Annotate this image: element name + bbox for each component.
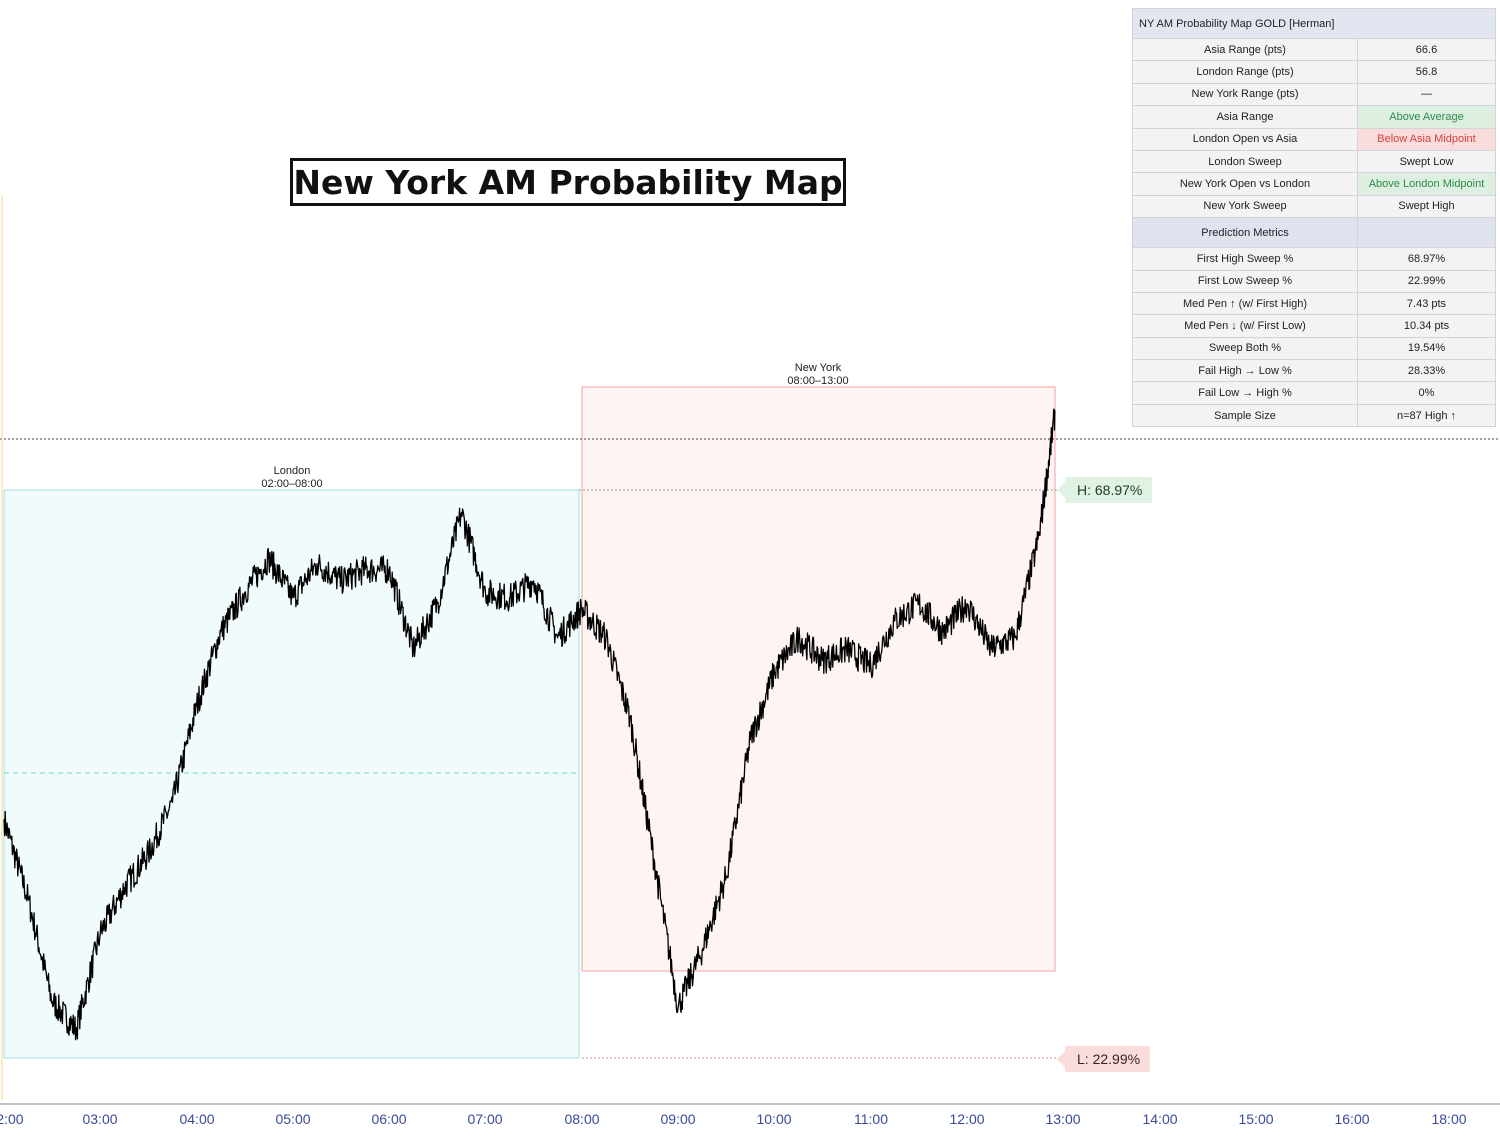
metric-label: Sample Size bbox=[1132, 403, 1358, 428]
london-session-hours: 02:00–08:00 bbox=[261, 478, 323, 490]
x-tick: 15:00 bbox=[1238, 1111, 1274, 1127]
x-tick: 03:00 bbox=[82, 1111, 118, 1127]
table-row: London Sweep Swept Low bbox=[1132, 149, 1496, 174]
table-row: London Range (pts) 56.8 bbox=[1132, 60, 1496, 84]
table-row: New York Open vs London Above London Mid… bbox=[1132, 172, 1496, 196]
new-york-session-name: New York bbox=[794, 362, 842, 374]
new-york-session-hours: 08:00–13:00 bbox=[787, 375, 849, 387]
x-tick: 06:00 bbox=[371, 1111, 407, 1127]
low-probability-tag: L: 22.99% bbox=[1056, 1046, 1151, 1072]
stats-panel: NY AM Probability Map GOLD [Herman] Asia… bbox=[1132, 8, 1496, 428]
row-label: New York Range (pts) bbox=[1132, 82, 1358, 107]
metric-value: 22.99% bbox=[1357, 269, 1496, 293]
status-badge: Above Average bbox=[1357, 105, 1496, 129]
row-label: London Open vs Asia bbox=[1132, 127, 1358, 151]
table-row: Fail High → Low % 28.33% bbox=[1132, 359, 1496, 383]
table-row: Asia Range (pts) 66.6 bbox=[1132, 37, 1496, 62]
x-tick: 07:00 bbox=[467, 1111, 503, 1127]
row-label: Asia Range bbox=[1132, 105, 1358, 129]
table-row: New York Range (pts) — bbox=[1132, 82, 1496, 107]
status-badge: Below Asia Midpoint bbox=[1357, 127, 1496, 151]
metric-label: Sweep Both % bbox=[1132, 336, 1358, 361]
metric-label: First High Sweep % bbox=[1132, 247, 1358, 271]
x-tick: 18:00 bbox=[1431, 1111, 1467, 1127]
london-session-label: London 02:00–08:00 bbox=[261, 465, 322, 491]
chart-title: New York AM Probability Map bbox=[290, 158, 846, 206]
x-tick: 14:00 bbox=[1142, 1111, 1178, 1127]
panel-header-row: NY AM Probability Map GOLD [Herman] bbox=[1132, 8, 1496, 39]
metric-value: 10.34 pts bbox=[1357, 314, 1496, 338]
metric-value: 7.43 pts bbox=[1357, 291, 1496, 316]
metric-label: Fail Low → High % bbox=[1132, 381, 1358, 405]
table-row: Med Pen ↑ (w/ First High) 7.43 pts bbox=[1132, 291, 1496, 316]
x-tick: 16:00 bbox=[1334, 1111, 1370, 1127]
metric-value: 28.33% bbox=[1357, 359, 1496, 383]
row-value: Swept High bbox=[1357, 194, 1496, 219]
x-tick: 13:00 bbox=[1045, 1111, 1081, 1127]
row-label: London Range (pts) bbox=[1132, 60, 1358, 84]
table-row: New York Sweep Swept High bbox=[1132, 194, 1496, 219]
row-value: 56.8 bbox=[1357, 60, 1496, 84]
table-row: First High Sweep % 68.97% bbox=[1132, 247, 1496, 271]
section-spacer bbox=[1357, 217, 1496, 249]
row-label: Asia Range (pts) bbox=[1132, 37, 1358, 62]
section-header-row: Prediction Metrics bbox=[1132, 217, 1496, 249]
metric-value: n=87 High ↑ bbox=[1357, 403, 1496, 428]
x-tick: 09:00 bbox=[660, 1111, 696, 1127]
x-tick: 10:00 bbox=[756, 1111, 792, 1127]
new-york-session-label: New York 08:00–13:00 bbox=[787, 362, 848, 388]
metric-label: Med Pen ↓ (w/ First Low) bbox=[1132, 314, 1358, 338]
x-tick: 12:00 bbox=[949, 1111, 985, 1127]
table-row: Asia Range Above Average bbox=[1132, 105, 1496, 129]
table-row: Med Pen ↓ (w/ First Low) 10.34 pts bbox=[1132, 314, 1496, 338]
table-row: London Open vs Asia Below Asia Midpoint bbox=[1132, 127, 1496, 151]
table-row: Sweep Both % 19.54% bbox=[1132, 336, 1496, 361]
row-label: New York Sweep bbox=[1132, 194, 1358, 219]
x-tick: 05:00 bbox=[275, 1111, 311, 1127]
row-label: London Sweep bbox=[1132, 149, 1358, 174]
row-value: 66.6 bbox=[1357, 37, 1496, 62]
metric-value: 19.54% bbox=[1357, 336, 1496, 361]
metric-value: 68.97% bbox=[1357, 247, 1496, 271]
metric-value: 0% bbox=[1357, 381, 1496, 405]
table-row: Sample Size n=87 High ↑ bbox=[1132, 403, 1496, 428]
row-value: Swept Low bbox=[1357, 149, 1496, 174]
table-row: Fail Low → High % 0% bbox=[1132, 381, 1496, 405]
price-line bbox=[3, 408, 1056, 1041]
metric-label: First Low Sweep % bbox=[1132, 269, 1358, 293]
london-session-name: London bbox=[273, 465, 311, 477]
x-tick: 04:00 bbox=[179, 1111, 215, 1127]
high-probability-tag: H: 68.97% bbox=[1056, 477, 1153, 503]
x-tick: 08:00 bbox=[564, 1111, 600, 1127]
metric-label: Med Pen ↑ (w/ First High) bbox=[1132, 291, 1358, 316]
row-label: New York Open vs London bbox=[1132, 172, 1358, 196]
x-tick: 02:00 bbox=[0, 1111, 24, 1127]
metric-label: Fail High → Low % bbox=[1132, 359, 1358, 383]
section-title: Prediction Metrics bbox=[1132, 217, 1358, 249]
panel-title: NY AM Probability Map GOLD [Herman] bbox=[1132, 8, 1496, 39]
x-tick: 11:00 bbox=[854, 1111, 888, 1127]
status-badge: Above London Midpoint bbox=[1357, 172, 1496, 196]
row-value: — bbox=[1357, 82, 1496, 107]
new-york-session-box bbox=[581, 386, 1056, 972]
table-row: First Low Sweep % 22.99% bbox=[1132, 269, 1496, 293]
